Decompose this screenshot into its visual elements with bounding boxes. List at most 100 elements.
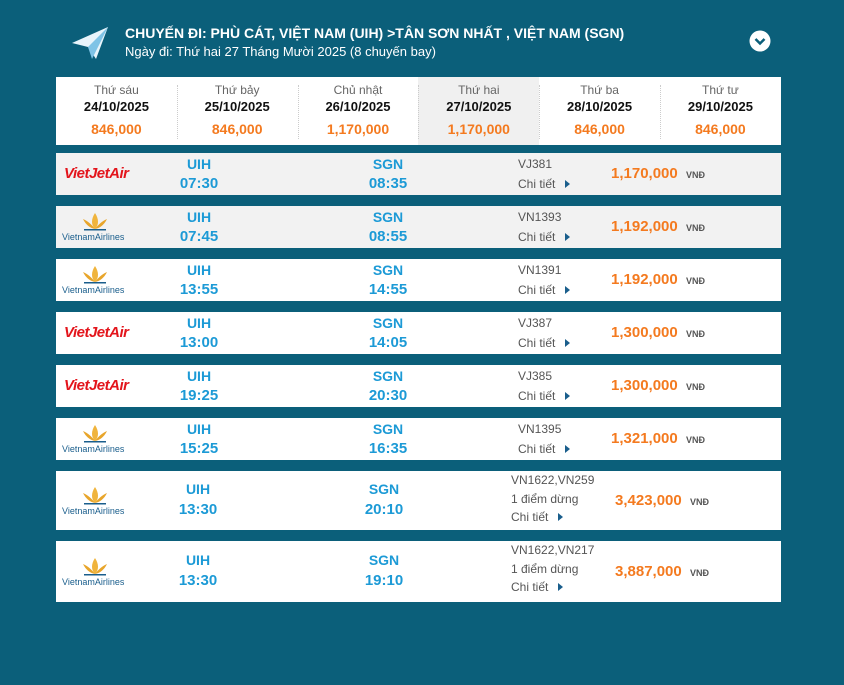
destination-code: SGN bbox=[372, 262, 404, 278]
flight-code: VN1622,VN259 bbox=[511, 473, 595, 487]
lowest-price: 1,170,000 bbox=[447, 121, 510, 137]
detail-arrow bbox=[565, 286, 570, 294]
price: 1,300,000 bbox=[611, 377, 678, 394]
flight-row[interactable]: VietJetAir UIH 07:30 SGN 08:35 VJ381 Chi tiết 1… bbox=[56, 153, 781, 195]
lotus-icon bbox=[83, 213, 107, 231]
flight-code: VN1395 bbox=[518, 422, 562, 436]
date-strip: Thứ sáu 24/10/2025 846,000 Thứ bảy 25/10/202… bbox=[56, 77, 781, 145]
origin-code: UIH bbox=[185, 480, 211, 497]
flight-code: VN1622,VN217 bbox=[511, 543, 595, 557]
collapse-button[interactable] bbox=[749, 30, 771, 52]
separator bbox=[176, 85, 178, 139]
destination-code: SGN bbox=[372, 368, 404, 384]
airline-logo: VietnamAirlines bbox=[62, 576, 125, 587]
date-option[interactable]: Thứ ba 28/10/2025 846,000 bbox=[539, 77, 660, 145]
currency: VNĐ bbox=[686, 382, 706, 392]
detail-link[interactable]: Chi tiết bbox=[511, 510, 549, 524]
flight-row[interactable]: VietnamAirlines UIH 13:55 SGN 14:55 VN1391 Chi… bbox=[56, 259, 781, 301]
title: CHUYẾN ĐI: PHÙ CÁT, VIỆT NAM (UIH) >TÂN … bbox=[125, 25, 625, 41]
price: 3,887,000 bbox=[615, 562, 682, 580]
departure-time: 13:55 bbox=[179, 281, 219, 298]
detail-arrow bbox=[558, 513, 563, 521]
departure-time: 13:30 bbox=[178, 571, 218, 589]
detail-link[interactable]: Chi tiết bbox=[518, 177, 556, 191]
arrival-time: 08:35 bbox=[368, 175, 408, 192]
detail-arrow bbox=[565, 392, 570, 400]
lowest-price: 846,000 bbox=[574, 121, 625, 137]
day-name: Thứ tư bbox=[702, 83, 739, 97]
date-option[interactable]: Thứ sáu 24/10/2025 846,000 bbox=[56, 77, 177, 145]
date: 25/10/2025 bbox=[204, 99, 270, 114]
flight-row[interactable]: VietnamAirlines UIH 13:30 SGN 20:10 VN1622,VN… bbox=[56, 471, 781, 530]
lowest-price: 846,000 bbox=[211, 121, 263, 137]
departure-time: 15:25 bbox=[179, 440, 219, 457]
lotus-icon bbox=[83, 425, 107, 443]
airline-logo: VietJetAir bbox=[64, 165, 129, 182]
origin-code: UIH bbox=[186, 262, 212, 278]
currency: VNĐ bbox=[686, 276, 706, 286]
destination-code: SGN bbox=[368, 480, 400, 497]
origin-code: UIH bbox=[186, 368, 212, 384]
price: 1,192,000 bbox=[611, 218, 678, 235]
date-option[interactable]: Chủ nhật 26/10/2025 1,170,000 bbox=[298, 77, 419, 145]
currency: VNĐ bbox=[686, 435, 706, 445]
price: 1,170,000 bbox=[611, 165, 678, 182]
detail-link[interactable]: Chi tiết bbox=[518, 442, 556, 456]
airline-logo: VietJetAir bbox=[64, 324, 129, 341]
detail-link[interactable]: Chi tiết bbox=[511, 580, 549, 594]
stops: 1 điểm dừng bbox=[511, 562, 579, 576]
destination-code: SGN bbox=[372, 421, 404, 437]
airline-logo: VietnamAirlines bbox=[62, 232, 125, 242]
separator bbox=[660, 85, 661, 139]
detail-link[interactable]: Chi tiết bbox=[518, 283, 556, 297]
price: 1,321,000 bbox=[611, 430, 678, 447]
origin-code: UIH bbox=[186, 421, 212, 437]
departure-time: 07:45 bbox=[179, 228, 219, 245]
day-name: Chủ nhật bbox=[333, 83, 383, 97]
detail-arrow bbox=[565, 233, 570, 241]
detail-link[interactable]: Chi tiết bbox=[518, 336, 556, 350]
day-name: Thứ hai bbox=[458, 83, 500, 97]
day-name: Thứ sáu bbox=[94, 83, 139, 97]
flight-code: VJ387 bbox=[518, 316, 553, 330]
price: 3,423,000 bbox=[615, 491, 682, 509]
detail-arrow bbox=[565, 180, 570, 188]
origin-code: UIH bbox=[185, 551, 211, 568]
lotus-icon bbox=[83, 486, 107, 504]
flight-row[interactable]: VietnamAirlines UIH 15:25 SGN 16:35 VN1395 Chi… bbox=[56, 418, 781, 460]
currency: VNĐ bbox=[686, 223, 706, 233]
flight-row[interactable]: VietJetAir UIH 13:00 SGN 14:05 VJ387 Chi tiết 1… bbox=[56, 312, 781, 354]
subtitle: Ngày đi: Thứ hai 27 Tháng Mười 2025 (8 c… bbox=[125, 44, 436, 59]
price: 1,192,000 bbox=[611, 271, 678, 288]
flight-code: VJ381 bbox=[518, 157, 553, 171]
stops: 1 điểm dừng bbox=[511, 492, 579, 506]
price: 1,300,000 bbox=[611, 324, 678, 341]
currency: VNĐ bbox=[690, 496, 710, 507]
detail-link[interactable]: Chi tiết bbox=[518, 389, 556, 403]
detail-link[interactable]: Chi tiết bbox=[518, 230, 556, 244]
arrival-time: 20:10 bbox=[364, 500, 404, 518]
airline-logo: VietnamAirlines bbox=[62, 505, 125, 516]
origin-code: UIH bbox=[186, 209, 212, 225]
separator bbox=[418, 85, 420, 139]
detail-arrow bbox=[565, 445, 570, 453]
plane-icon bbox=[72, 27, 108, 59]
lowest-price: 846,000 bbox=[695, 121, 746, 137]
airline-logo: VietJetAir bbox=[64, 377, 129, 394]
arrival-time: 08:55 bbox=[368, 228, 408, 245]
date-option[interactable]: Thứ bảy 25/10/2025 846,000 bbox=[177, 77, 298, 145]
date-option[interactable]: Thứ tư 29/10/2025 846,000 bbox=[660, 77, 781, 145]
flight-code: VJ385 bbox=[518, 369, 553, 383]
flight-row[interactable]: VietnamAirlines UIH 07:45 SGN 08:55 VN1393 Chi… bbox=[56, 206, 781, 248]
destination-code: SGN bbox=[372, 156, 404, 172]
date-option[interactable]: Thứ hai 27/10/2025 1,170,000 bbox=[418, 77, 540, 145]
airline-logo: VietnamAirlines bbox=[62, 444, 125, 454]
flight-row[interactable]: VietnamAirlines UIH 13:30 SGN 19:10 VN1622,VN… bbox=[56, 541, 781, 602]
departure-time: 07:30 bbox=[179, 175, 219, 192]
lotus-icon bbox=[83, 557, 107, 575]
destination-code: SGN bbox=[368, 551, 400, 568]
departure-time: 13:00 bbox=[179, 334, 219, 351]
flight-row[interactable]: VietJetAir UIH 19:25 SGN 20:30 VJ385 Chi tiết 1… bbox=[56, 365, 781, 407]
day-name: Thứ ba bbox=[580, 83, 619, 97]
